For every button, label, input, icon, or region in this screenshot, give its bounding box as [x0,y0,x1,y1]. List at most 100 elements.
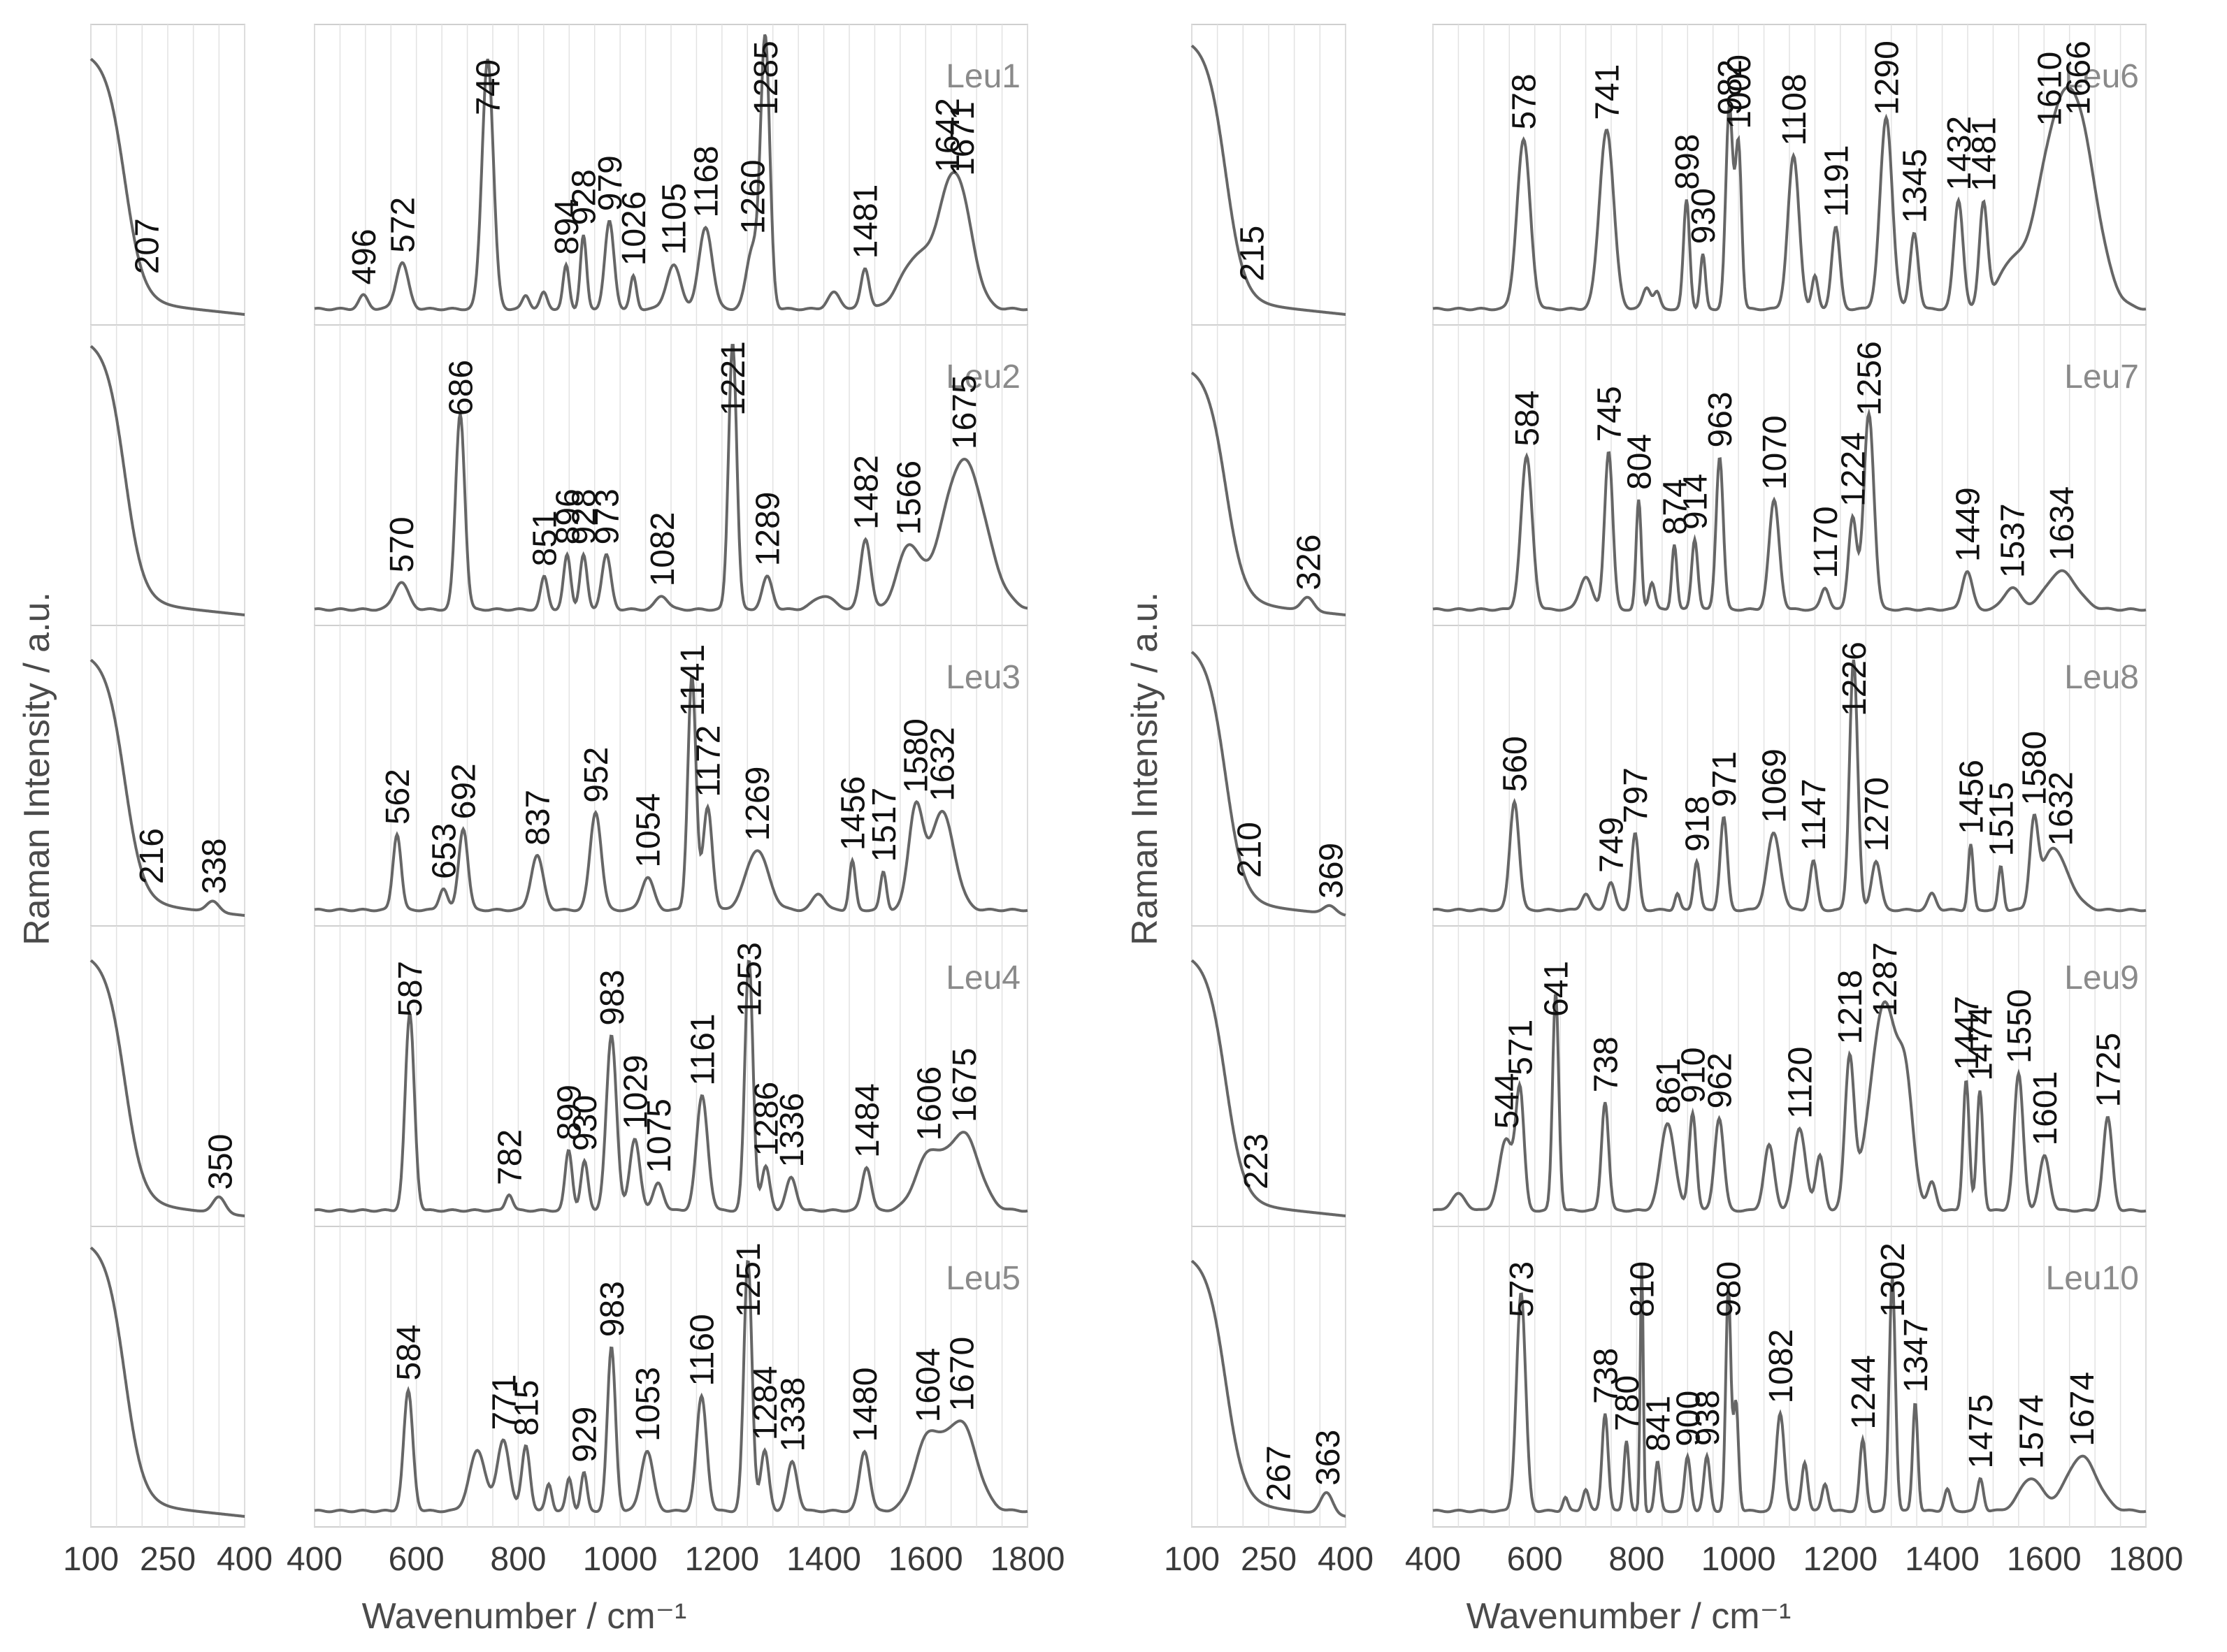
sample-name: Leu7 [2064,358,2139,396]
low-x-tick: 250 [140,1541,196,1578]
low-panel-Leu10-line [1190,1259,1346,1518]
peak-label: 1606 [911,1066,949,1141]
low-panel-Leu5 [89,1226,245,1528]
peak-label: 1480 [847,1368,884,1442]
peak-label: 210 [1232,822,1269,878]
high-x-tick: 1600 [2007,1541,2082,1578]
peak-label: 1481 [1966,117,2003,191]
low-panel-Leu6-line [1190,44,1346,316]
sample-name: Leu10 [2046,1260,2139,1297]
peak-label: 571 [1503,1020,1540,1075]
peak-label: 1082 [644,512,682,587]
peak-label: 745 [1591,386,1628,442]
peak-label: 1287 [1867,942,1904,1017]
peak-label: 1161 [684,1013,721,1085]
peak-label: 1000 [1721,55,1758,129]
peak-label: 1160 [684,1314,721,1386]
peak-label: 1475 [1963,1394,2000,1469]
peak-label: 1221 [715,341,752,416]
peak-label: 971 [1706,751,1743,807]
low-x-tick: 400 [1318,1541,1374,1578]
peak-label: 1517 [866,788,903,862]
low-panel-Leu1: 207 [89,24,245,326]
peak-label: 740 [470,59,507,115]
peak-label: 914 [1677,474,1714,530]
peak-label: 686 [442,360,480,416]
high-x-tick: 400 [1405,1541,1461,1578]
peak-label: 1170 [1808,506,1845,578]
high-panel-Leu4-line [314,959,1028,1213]
peak-label: 1580 [2017,731,2054,806]
peak-label: 1029 [617,1055,654,1129]
peak-label: 1270 [1859,777,1896,852]
peak-label: 1515 [1983,782,2020,857]
peak-label: 587 [392,961,429,1017]
peak-label: 1244 [1845,1355,1882,1430]
peak-label: 1269 [740,767,777,841]
high-x-tick: 1400 [786,1541,861,1578]
peak-label: 1482 [848,455,885,530]
peak-label: 216 [134,828,171,884]
high-x-tick: 1400 [1905,1541,1980,1578]
low-panel-Leu10: 267 363 [1190,1226,1347,1528]
high-panel-Leu1-line [314,34,1028,312]
x-axis-label-right: Wavenumber / cm⁻¹ [1466,1596,1792,1637]
low-panel-Leu3: 216 338 [89,625,245,927]
peak-label: 782 [491,1129,528,1185]
high-panel-Leu3-line [314,675,1028,913]
peak-label: 1053 [630,1367,667,1442]
peak-label: 928 [566,169,603,225]
peak-label: 560 [1497,736,1534,792]
peak-label: 267 [1260,1445,1297,1501]
peak-label: 578 [1506,73,1543,129]
sample-name: Leu1 [946,58,1021,95]
low-panel-Leu7: 326 [1190,324,1346,626]
peak-label: 1251 [730,1242,767,1317]
peak-label: 982 [1712,59,1749,115]
peak-label: 1347 [1898,1318,1935,1393]
low-panel-Leu2-line [89,345,245,616]
peak-label: 918 [1679,796,1716,852]
peak-label: 1574 [2013,1394,2050,1469]
peak-label: 962 [1701,1052,1738,1108]
low-panel-Leu6: 215 [1190,24,1346,326]
peak-label: 1226 [1836,642,1873,716]
peak-label: 1474 [1962,1006,1999,1081]
peak-label: 963 [1702,391,1739,447]
peak-label: 1285 [748,41,785,115]
high-x-tick: 1200 [1803,1541,1878,1578]
low-panel-Leu4: 350 [89,925,245,1227]
peak-label: 570 [384,516,421,572]
peak-label: 1075 [641,1099,678,1173]
peak-label: 215 [1234,226,1271,282]
peak-label: 979 [592,155,629,211]
peak-label: 874 [1657,479,1694,535]
peak-label: 804 [1621,434,1658,490]
peak-label: 1456 [1953,760,1990,834]
peak-label: 1218 [1832,970,1869,1045]
peak-label: 584 [1509,391,1546,447]
high-x-tick: 1800 [2109,1541,2184,1578]
peak-label: 1069 [1756,748,1793,823]
peak-label: 980 [1711,1261,1748,1317]
peak-label: 1191 [1818,145,1855,217]
peak-label: 1105 [656,183,693,255]
high-panel-Leu8-line [1432,659,2147,913]
high-x-tick: 600 [389,1541,445,1578]
peak-label: 544 [1489,1073,1526,1129]
low-panel-Leu7-line [1190,371,1346,616]
high-x-tick: 1800 [990,1541,1065,1578]
low-x-tick: 100 [1164,1541,1220,1578]
peak-label: 1725 [2090,1033,2127,1108]
x-axis-label-left: Wavenumber / cm⁻¹ [362,1596,687,1637]
peak-label: 771 [486,1374,523,1430]
peak-label: 1286 [749,1082,786,1157]
peak-label: 797 [1617,767,1655,823]
high-x-tick: 1200 [684,1541,759,1578]
peak-label: 350 [202,1134,239,1190]
peak-label: 894 [549,199,586,255]
